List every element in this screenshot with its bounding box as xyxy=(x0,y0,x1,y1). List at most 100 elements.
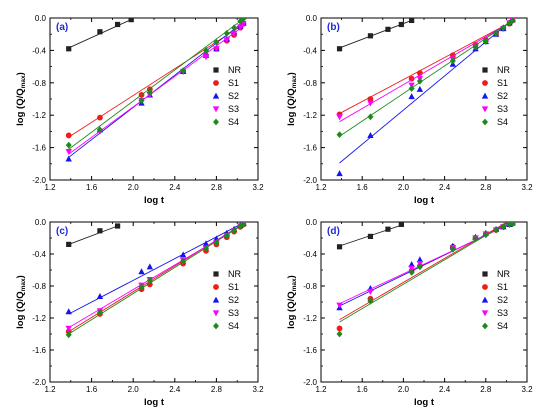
panel-label: (b) xyxy=(327,22,340,33)
x-tick-label: 1.2 xyxy=(315,183,327,192)
x-axis-title: log t xyxy=(144,397,165,408)
y-axis-title-close: ) xyxy=(286,275,297,278)
data-point-s4 xyxy=(223,232,230,239)
data-point-s4 xyxy=(509,222,516,227)
data-point-s2 xyxy=(408,261,415,267)
panel-d: 1.2 1.6 2.0 2.4 2.8 3.2 0.0 -0.4 -0.8 -1.2 -1.6 -2.… xyxy=(286,218,533,408)
x-tick-label: 1.6 xyxy=(357,385,369,394)
x-tick-label: 2.8 xyxy=(480,183,492,192)
data-point-s4 xyxy=(65,331,72,339)
y-tick-label: -0.8 xyxy=(32,79,46,88)
data-point-s2 xyxy=(96,293,104,299)
x-tick-label: 2.8 xyxy=(211,183,223,192)
x-tick-label: 1.6 xyxy=(86,385,98,394)
fit-line-s3 xyxy=(68,25,244,155)
data-point-s2 xyxy=(179,251,187,258)
data-point-s4 xyxy=(416,77,423,85)
data-point-s2 xyxy=(408,93,415,100)
y-axis-title-close: ) xyxy=(15,275,26,278)
y-axis-title-subscript: max xyxy=(20,278,27,291)
data-point-s4 xyxy=(367,297,374,305)
y-axis-title: log (Q/Qmax) xyxy=(286,275,298,329)
data-point-s4 xyxy=(231,227,238,235)
data-point-s3 xyxy=(408,265,415,272)
x-tick-label: 2.4 xyxy=(169,385,181,394)
legend-marker-s1 xyxy=(213,284,219,290)
series-nr xyxy=(336,222,404,250)
data-point-s4 xyxy=(65,141,72,149)
x-axis-title: log t xyxy=(144,195,165,206)
legend-marker-s3 xyxy=(212,310,220,317)
data-point-s3 xyxy=(223,37,230,44)
y-axis-title: log (Q/Qmax) xyxy=(15,72,27,126)
data-point-s2 xyxy=(138,268,145,275)
panel-label: (d) xyxy=(327,226,340,237)
data-point-nr xyxy=(367,33,374,39)
y-tick-label: -0.4 xyxy=(32,250,46,259)
y-axis-title-main: log (Q/Q xyxy=(286,291,297,328)
x-tick-label: 2.8 xyxy=(480,385,492,394)
panel-label: (a) xyxy=(56,22,68,33)
y-axis-title-close: ) xyxy=(15,72,26,75)
data-point-s2 xyxy=(65,308,72,315)
data-point-s2 xyxy=(367,132,374,139)
data-point-s4 xyxy=(138,283,145,291)
x-tick-label: 2.0 xyxy=(128,385,140,394)
fit-line-s3 xyxy=(339,20,513,123)
data-point-s4 xyxy=(408,85,415,92)
fit-line-s4 xyxy=(339,222,510,323)
data-point-s2 xyxy=(416,85,424,92)
data-point-s4 xyxy=(482,38,489,45)
x-tick-label: 3.2 xyxy=(252,385,264,394)
data-point-nr xyxy=(115,21,121,28)
legend-label-s1: S1 xyxy=(497,78,508,88)
y-axis-title: log (Q/Qmax) xyxy=(286,72,298,126)
legend-marker-nr xyxy=(213,67,219,73)
data-point-nr xyxy=(385,26,391,32)
series-s4 xyxy=(336,18,516,139)
y-tick-label: -1.2 xyxy=(303,314,317,323)
series-s4 xyxy=(65,222,247,339)
data-point-s1 xyxy=(97,114,103,121)
legend-label-s1: S1 xyxy=(228,282,239,292)
data-point-nr xyxy=(66,46,72,52)
plot-frame xyxy=(49,221,259,383)
legend-marker-s2 xyxy=(212,296,220,303)
x-axis-title: log t xyxy=(414,195,435,206)
x-tick-label: 2.0 xyxy=(128,183,140,192)
legend-marker-s3 xyxy=(212,106,220,113)
legend-label-nr: NR xyxy=(228,269,241,279)
y-axis-title-main: log (Q/Q xyxy=(286,88,297,125)
x-tick-label: 1.6 xyxy=(86,183,98,192)
data-point-nr xyxy=(398,21,404,28)
x-tick-label: 2.0 xyxy=(398,385,410,394)
legend-marker-s4 xyxy=(213,118,219,126)
y-tick-label: -0.4 xyxy=(32,46,46,55)
x-tick-label: 3.2 xyxy=(521,385,533,394)
y-tick-label: -0.8 xyxy=(303,282,317,291)
series-nr xyxy=(66,223,121,247)
data-point-s3 xyxy=(367,289,374,295)
legend-label-s4: S4 xyxy=(497,321,508,331)
legend-marker-s2 xyxy=(212,92,220,99)
series-s2 xyxy=(336,222,516,311)
legend-label-s4: S4 xyxy=(497,117,508,127)
panel-b: 1.2 1.6 2.0 2.4 2.8 3.2 0.0 -0.4 -0.8 -1.2 -1.6 -2.… xyxy=(286,14,533,206)
data-point-s4 xyxy=(96,126,103,134)
legend-label-s2: S2 xyxy=(497,295,508,305)
data-point-s3 xyxy=(237,24,244,31)
data-point-nr xyxy=(398,222,404,227)
legend-label-s2: S2 xyxy=(228,91,239,101)
data-point-s1 xyxy=(336,325,343,332)
data-point-nr xyxy=(115,223,121,229)
legend-label-s4: S4 xyxy=(228,321,239,331)
y-axis-title-subscript: max xyxy=(291,75,298,88)
data-point-s4 xyxy=(223,29,230,37)
series-s2 xyxy=(336,18,516,177)
legend-marker-s1 xyxy=(482,80,488,86)
data-point-s4 xyxy=(231,24,238,32)
data-point-s4 xyxy=(449,245,456,253)
legend-label-s3: S3 xyxy=(228,308,239,318)
legend-label-s1: S1 xyxy=(228,78,239,88)
